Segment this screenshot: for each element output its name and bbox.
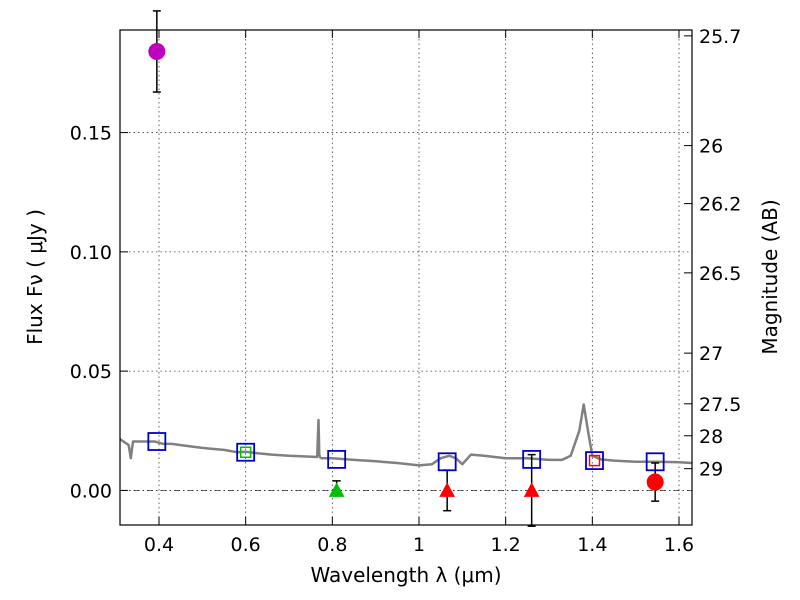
y-axis-label-left: Flux Fν ( μJy ) xyxy=(23,209,47,345)
plot-frame xyxy=(119,29,693,526)
observed-point xyxy=(588,454,601,467)
model-point xyxy=(236,442,256,462)
mag-tick-label: 29 xyxy=(699,459,723,481)
y-tick-label: 0.00 xyxy=(70,480,112,502)
grid xyxy=(120,30,692,525)
model-point xyxy=(522,449,542,469)
mag-tick-label: 25.7 xyxy=(699,26,741,48)
data-points xyxy=(147,10,665,527)
y-tick-label: 0.05 xyxy=(70,361,112,383)
axis-ticks: 0.4 0.6 0.8 1 1.2 1.4 1.6 0.00 0.05 0.10 0.15 25.7 2… xyxy=(70,26,742,556)
x-tick-label: 0.4 xyxy=(144,534,174,556)
upper-limit-point xyxy=(523,482,540,497)
upper-limit-point xyxy=(328,482,345,497)
model-point xyxy=(147,432,167,451)
observed-point xyxy=(239,446,252,458)
x-tick-label: 1.4 xyxy=(577,534,607,556)
y-tick-label: 0.15 xyxy=(70,123,112,145)
x-axis-label: Wavelength λ (μm) xyxy=(310,563,501,587)
model-point xyxy=(327,449,347,469)
observed-point xyxy=(148,42,166,60)
upper-limit-point xyxy=(439,482,456,497)
model-point xyxy=(437,452,457,472)
y-tick-label: 0.10 xyxy=(70,242,112,264)
model-point xyxy=(645,452,665,472)
model-point xyxy=(585,451,604,470)
mag-tick-label: 26.2 xyxy=(699,194,741,216)
y-axis-label-right: Magnitude (AB) xyxy=(758,199,782,354)
x-tick-label: 1 xyxy=(413,534,425,556)
x-tick-label: 0.8 xyxy=(317,534,347,556)
mag-tick-label: 27.5 xyxy=(699,394,741,416)
model-spectrum xyxy=(119,403,693,467)
mag-tick-label: 26 xyxy=(699,136,723,158)
mag-tick-label: 26.5 xyxy=(699,263,741,285)
spectrum-line xyxy=(119,403,693,467)
x-tick-label: 1.6 xyxy=(664,534,694,556)
x-tick-label: 1.2 xyxy=(491,534,521,556)
observed-point xyxy=(646,473,664,491)
x-tick-label: 0.6 xyxy=(231,534,261,556)
mag-tick-label: 27 xyxy=(699,343,723,365)
mag-tick-label: 28 xyxy=(699,426,723,448)
